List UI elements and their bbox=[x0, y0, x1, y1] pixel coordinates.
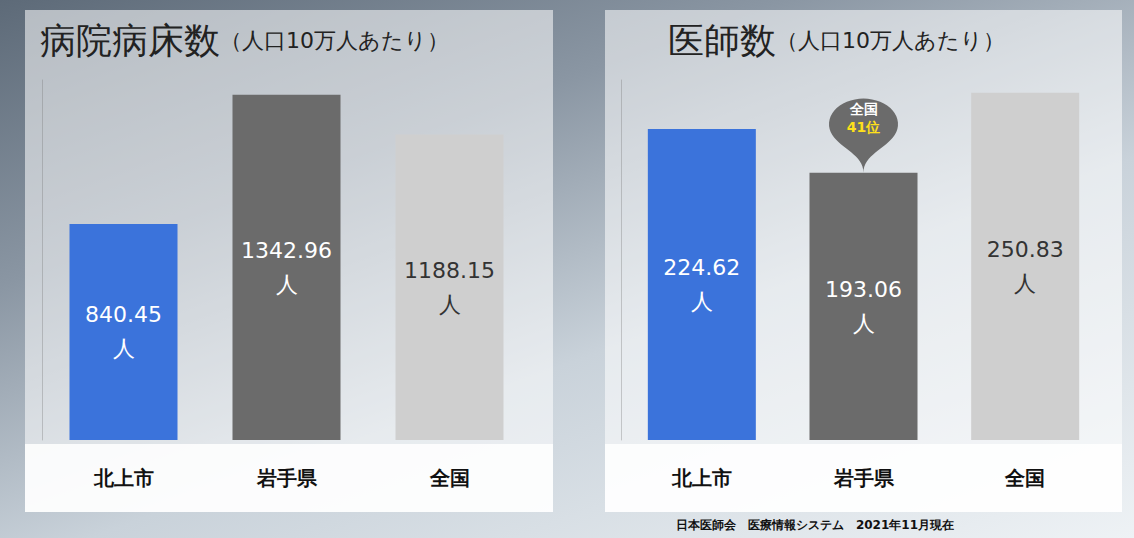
svg-text:（人口10万人あたり）: （人口10万人あたり） bbox=[776, 28, 1005, 53]
svg-text:人: 人 bbox=[1014, 271, 1036, 296]
svg-text:1188.15: 1188.15 bbox=[404, 258, 495, 283]
svg-text:41位: 41位 bbox=[847, 119, 880, 135]
svg-text:北上市: 北上市 bbox=[671, 466, 732, 490]
svg-text:人: 人 bbox=[853, 311, 875, 336]
svg-text:（人口10万人あたり）: （人口10万人あたり） bbox=[220, 28, 449, 53]
svg-text:医師数: 医師数 bbox=[668, 20, 776, 61]
svg-text:北上市: 北上市 bbox=[93, 466, 154, 490]
svg-text:人: 人 bbox=[276, 272, 298, 297]
svg-text:250.83: 250.83 bbox=[987, 237, 1064, 262]
svg-text:人: 人 bbox=[439, 292, 461, 317]
svg-text:全国: 全国 bbox=[1004, 466, 1045, 490]
svg-text:840.45: 840.45 bbox=[85, 302, 162, 327]
svg-text:1342.96: 1342.96 bbox=[241, 238, 332, 263]
svg-text:224.62: 224.62 bbox=[663, 255, 740, 280]
svg-text:岩手県: 岩手県 bbox=[833, 466, 895, 490]
svg-text:人: 人 bbox=[113, 336, 135, 361]
svg-text:全国: 全国 bbox=[429, 466, 470, 490]
svg-text:日本医師会 医療情報システム 2021年11月現在: 日本医師会 医療情報システム 2021年11月現在 bbox=[676, 518, 954, 532]
svg-text:岩手県: 岩手県 bbox=[256, 466, 318, 490]
svg-text:全国: 全国 bbox=[849, 101, 878, 117]
svg-text:病院病床数: 病院病床数 bbox=[40, 20, 220, 61]
svg-text:193.06: 193.06 bbox=[825, 277, 902, 302]
svg-text:人: 人 bbox=[691, 289, 713, 314]
